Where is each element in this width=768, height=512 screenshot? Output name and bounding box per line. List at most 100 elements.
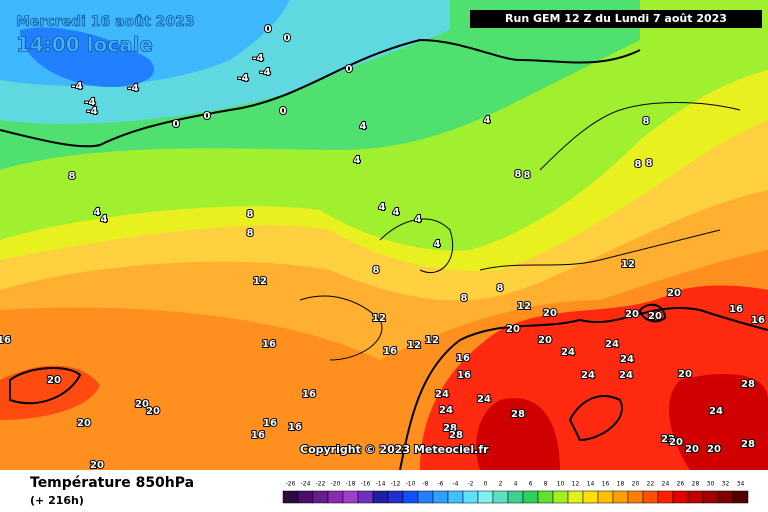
contour-label: 0 [173,119,180,130]
contour-label: 24 [477,394,491,405]
scale-tick-label: -12 [391,481,401,488]
contour-label: 20 [667,288,681,299]
contour-label: 20 [146,406,160,417]
contour-label: 28 [741,439,755,450]
contour-label: -4 [127,83,138,94]
zone-m8 [20,27,154,88]
scale-swatch [627,490,644,504]
contour-label: 24 [435,389,449,400]
zone-28 [476,374,768,470]
coastlines [0,38,768,471]
contour-label: 16 [383,346,397,357]
contour-label: 28 [443,423,457,434]
scale-tick-label: 24 [662,481,670,488]
contour-label: 20 [77,418,91,429]
scale-swatch [687,490,704,504]
contour-label: 24 [581,370,595,381]
scale-swatch [537,490,554,504]
scale-tick-label: -20 [331,481,341,488]
contour-label: 8 [69,171,76,182]
contour-label: 4 [354,155,361,166]
contour-label: 16 [251,430,265,441]
contour-label: 4 [360,121,367,132]
contour-label: 16 [288,422,302,433]
time-text: 14:00 locale [16,33,153,57]
scale-tick-label: 18 [617,481,625,488]
contour-label: 28 [741,379,755,390]
contour-label: 20 [135,399,149,410]
scale-swatch [732,490,749,504]
scale-swatch [387,490,404,504]
contour-label: 20 [669,437,683,448]
contour-label: 4 [393,207,400,218]
scale-tick-label: -10 [406,481,416,488]
scale-swatch [672,490,689,504]
contour-label: 22 [661,434,675,445]
copyright: Copyright © 2023 Meteociel.fr [300,443,489,456]
contour-label: 8 [646,158,653,169]
scale-tick-label: 0 [484,481,488,488]
scale-tick-label: 22 [647,481,655,488]
date-text: Mercredi 16 août 2023 [16,14,195,30]
scale-swatch [417,490,434,504]
scale-tick-label: 6 [529,481,533,488]
scale-swatch [462,490,479,504]
contour-label: -4 [86,106,97,117]
scale-swatch [642,490,659,504]
contour-label: 4 [415,214,422,225]
contour-label: 8 [515,169,522,180]
scale-swatch [657,490,674,504]
contour-label: 4 [379,202,386,213]
scale-swatch [432,490,449,504]
contour-label: 16 [0,335,11,346]
scale-tick-label: -22 [316,481,326,488]
scale-swatch [282,490,299,504]
contour-label: 8 [497,283,504,294]
scale-tick-label: -6 [438,481,444,488]
scale-swatch [297,490,314,504]
scale-tick-label: 16 [602,481,610,488]
scale-swatch [357,490,374,504]
contour-label: 24 [561,347,575,358]
scale-tick-label: -24 [301,481,311,488]
contour-label: 28 [449,430,463,441]
contour-label: 12 [425,335,439,346]
scale-tick-label: -4 [453,481,459,488]
contour-label: 12 [407,340,421,351]
scale-tick-label: -16 [361,481,371,488]
contour-label: -4 [252,53,263,64]
contour-label: 28 [511,409,525,420]
contour-label: 0 [204,111,211,122]
scale-swatch [582,490,599,504]
contour-label: 8 [643,116,650,127]
scale-swatch [312,490,329,504]
scale-swatch [402,490,419,504]
contour-label: 0 [346,64,353,75]
scale-tick-label: 12 [572,481,580,488]
zone-20-west [0,365,100,420]
scale-tick-label: 30 [707,481,715,488]
scale-swatch [522,490,539,504]
contour-label: 12 [517,301,531,312]
contour-label: 24 [709,406,723,417]
contour-label: 16 [751,315,765,326]
contour-label: 4 [484,115,491,126]
scale-tick-label: 4 [514,481,518,488]
contour-label: 24 [619,370,633,381]
contour-label: 0 [265,24,272,35]
scale-swatch [492,490,509,504]
contour-label: 20 [707,444,721,455]
contour-label: 16 [456,353,470,364]
contour-label: -4 [71,81,82,92]
footer-lead: (+ 216h) [30,494,84,507]
contour-label: 20 [543,308,557,319]
scale-tick-label: 32 [722,481,730,488]
contour-label: 0 [284,33,291,44]
contour-label: 20 [685,444,699,455]
scale-swatch [612,490,629,504]
scale-tick-label: 26 [677,481,685,488]
scale-tick-label: 34 [737,481,745,488]
scale-tick-label: -8 [423,481,429,488]
scale-swatch [567,490,584,504]
run-box [470,10,762,28]
